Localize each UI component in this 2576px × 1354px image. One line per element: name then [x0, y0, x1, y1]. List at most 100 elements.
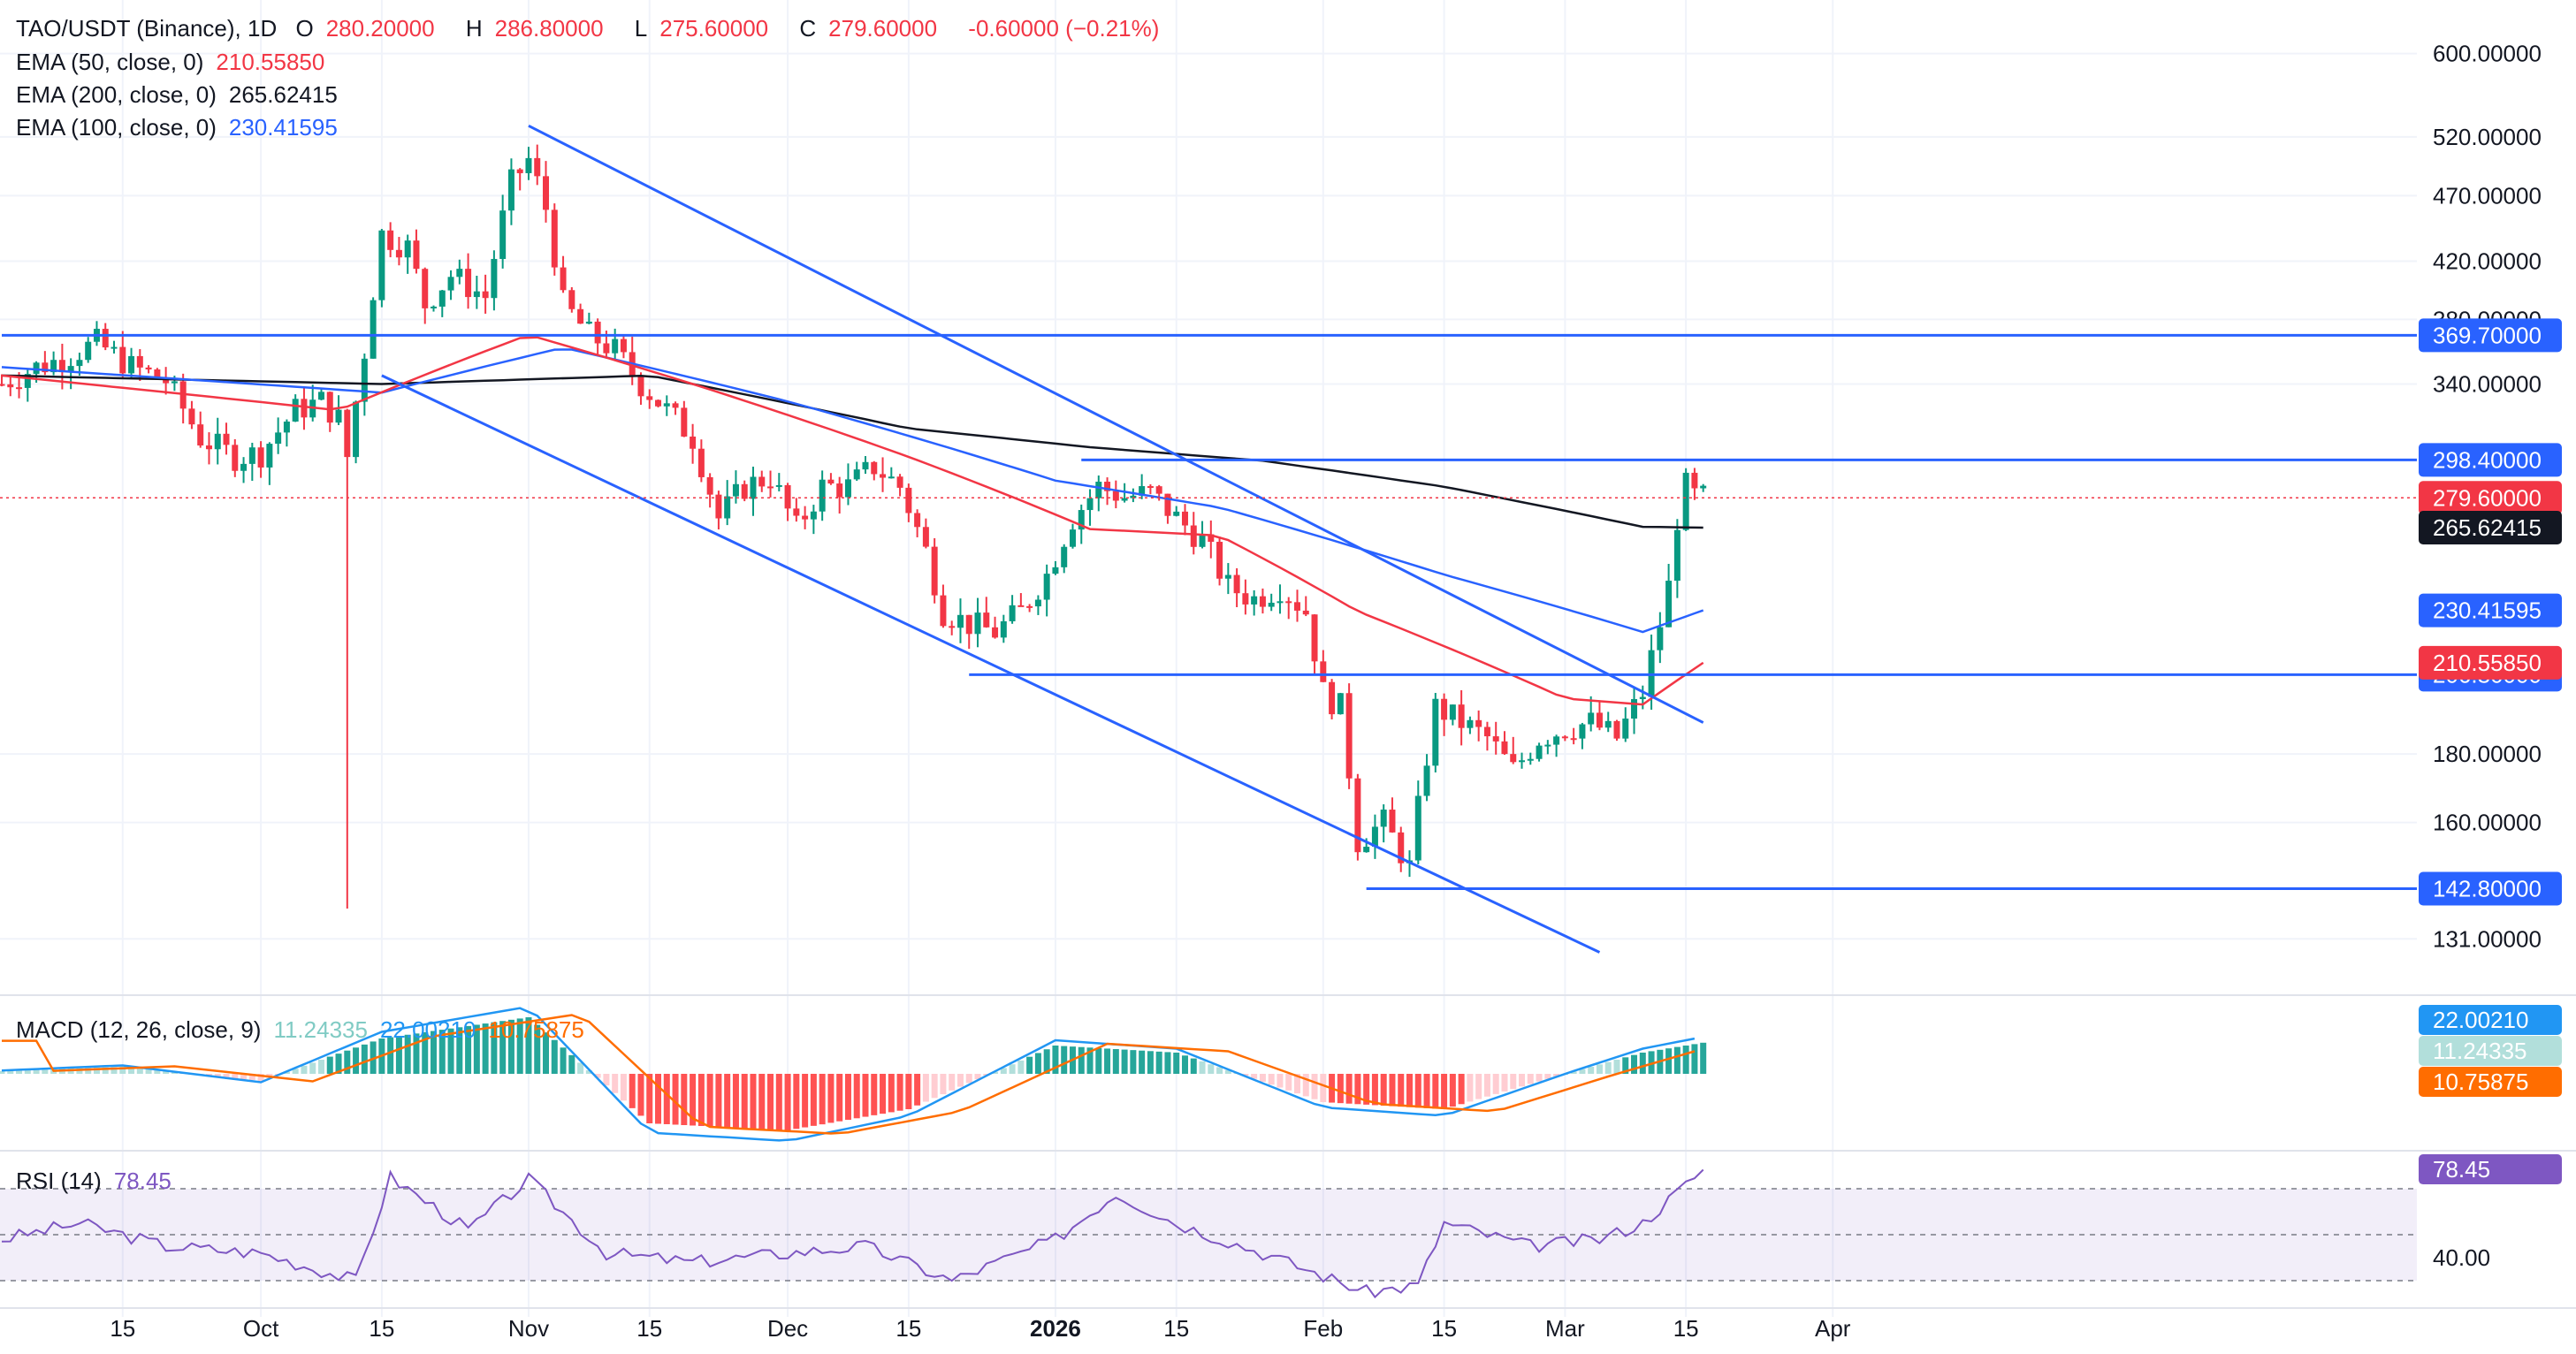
candle-body: [188, 408, 195, 425]
candle-body: [1483, 726, 1490, 737]
candle-body: [465, 269, 472, 298]
time-tick-label: Feb: [1303, 1315, 1343, 1342]
macd-histogram-bar: [844, 1074, 851, 1120]
candle-body: [1181, 511, 1188, 526]
candle-body: [1363, 847, 1370, 853]
macd-histogram-bar: [1000, 1068, 1007, 1074]
time-tick-label: 15: [369, 1315, 394, 1342]
candle-body: [1043, 574, 1050, 600]
candle-body: [335, 409, 342, 423]
candle-body: [1657, 627, 1664, 650]
macd-histogram-bar: [145, 1069, 152, 1074]
candle-body: [232, 445, 239, 471]
macd-histogram-bar: [1121, 1049, 1128, 1074]
macd-histogram-bar: [1673, 1046, 1680, 1074]
time-tick-label: Oct: [243, 1315, 279, 1342]
candle-body: [525, 157, 532, 173]
ema200-line: [1, 374, 1703, 529]
candle-body: [1112, 491, 1119, 501]
macd-histogram-bar: [620, 1074, 627, 1101]
candle-body: [836, 483, 843, 498]
macd-histogram-bar: [1199, 1061, 1206, 1074]
macd-histogram-bar: [922, 1074, 929, 1102]
candle-body: [128, 355, 135, 374]
candle-body: [715, 494, 722, 519]
ema100-legend: EMA (100, close, 0) 230.41595: [16, 114, 338, 141]
macd-histogram-bar: [1216, 1067, 1223, 1074]
macd-histogram-bar: [750, 1074, 757, 1129]
candle-body: [871, 461, 878, 475]
candle-body: [361, 358, 368, 402]
macd-histogram-bar: [1570, 1071, 1577, 1074]
macd-histogram-bar: [1544, 1074, 1551, 1079]
macd-histogram-bar: [353, 1047, 360, 1074]
macd-histogram-bar: [1086, 1047, 1094, 1074]
macd-histogram-bar: [1389, 1074, 1396, 1107]
macd-histogram-bar: [387, 1037, 394, 1074]
macd-histogram-bar: [1588, 1067, 1595, 1074]
candle-body: [214, 433, 221, 450]
candle-body: [223, 433, 230, 445]
macd-histogram-bar: [326, 1056, 333, 1074]
symbol-legend: TAO/USDT (Binance), 1D O 280.20000 H 286.8…: [16, 15, 1160, 42]
candle-body: [136, 355, 143, 368]
candle-body: [1069, 529, 1076, 547]
candle-body: [1380, 810, 1387, 827]
ema50-legend: EMA (50, close, 0) 210.55850: [16, 49, 325, 75]
macd-histogram-bar: [1034, 1053, 1041, 1074]
candle-body: [1017, 605, 1025, 607]
macd-histogram-bar: [1155, 1051, 1162, 1074]
macd-histogram-bar: [1164, 1052, 1171, 1074]
macd-histogram-bar: [1398, 1074, 1405, 1107]
candle-body: [577, 308, 584, 324]
candle-body: [534, 157, 541, 177]
macd-histogram-bar: [154, 1070, 161, 1074]
candle-body: [706, 476, 713, 495]
candle-body: [248, 447, 255, 464]
macd-histogram-bar: [655, 1074, 662, 1124]
candle-body: [1475, 719, 1482, 727]
macd-histogram-bar: [819, 1074, 826, 1125]
macd-histogram-bar: [880, 1074, 887, 1114]
macd-histogram-bar: [836, 1074, 843, 1122]
candle-body: [7, 384, 14, 388]
candle-body: [1622, 719, 1629, 739]
candle-body: [1190, 525, 1197, 547]
candle-body: [119, 346, 126, 374]
candle-body: [1527, 758, 1534, 761]
candle-body: [456, 269, 463, 278]
macd-histogram-bar: [758, 1074, 766, 1130]
time-tick-label: 2026: [1030, 1315, 1081, 1342]
candle-body: [896, 476, 903, 488]
macd-histogram-bar: [741, 1074, 748, 1129]
macd-histogram-bar: [404, 1034, 411, 1074]
trend-line[interactable]: [381, 374, 1601, 954]
macd-histogram-bar: [1311, 1074, 1318, 1099]
candle-body: [1294, 602, 1300, 611]
level-price-tag-label: 298.40000: [2433, 446, 2542, 473]
candle-body: [50, 360, 57, 373]
candle-body: [491, 259, 498, 299]
macd-histogram-bar: [871, 1074, 878, 1115]
candle-body: [292, 399, 299, 422]
macd-histogram-bar: [560, 1047, 567, 1074]
candle-body: [301, 399, 308, 418]
candle-body: [922, 527, 929, 547]
candle-body: [1311, 614, 1318, 662]
macd-histogram-bar: [1173, 1053, 1180, 1074]
trend-line[interactable]: [528, 124, 1704, 724]
candle-body: [697, 448, 705, 477]
macd-histogram-bar: [1078, 1046, 1085, 1074]
indicator-price-tag-label: 230.41595: [2433, 597, 2542, 624]
candle-body: [1682, 472, 1689, 530]
macd-histogram-bar: [85, 1068, 92, 1074]
macd-histogram-bar: [344, 1050, 351, 1074]
candle-body: [205, 445, 212, 450]
macd-histogram-bar: [232, 1074, 239, 1078]
macd-histogram-bar: [1363, 1074, 1370, 1105]
candle-body: [1199, 534, 1206, 547]
macd-histogram-bar: [136, 1069, 143, 1074]
macd-histogram-bar: [1139, 1050, 1146, 1074]
